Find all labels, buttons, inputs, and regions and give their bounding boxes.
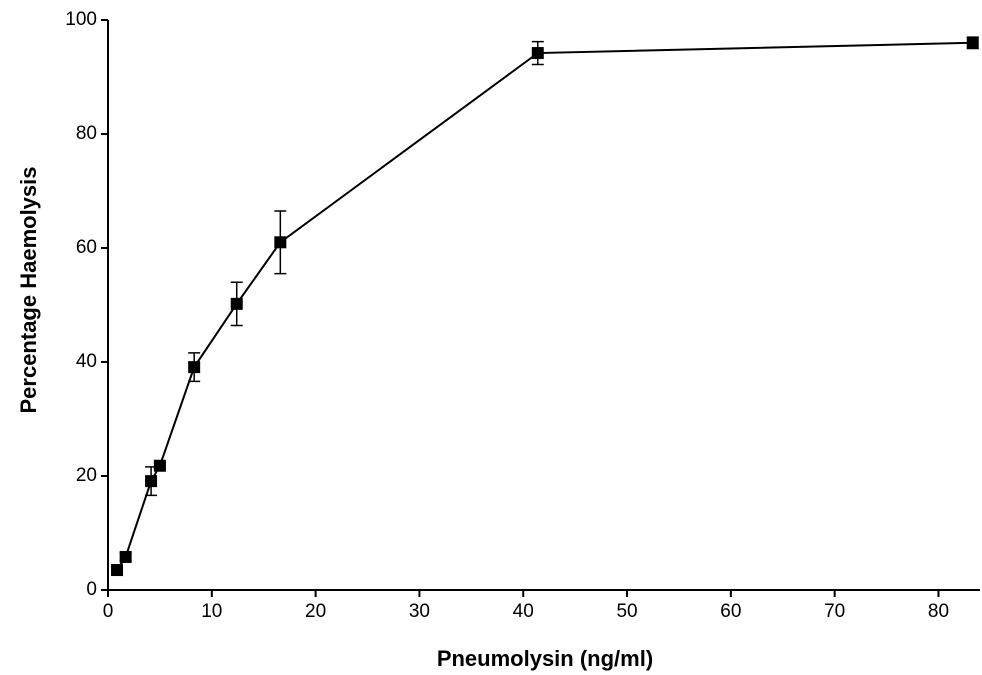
data-point: [145, 475, 158, 488]
x-tick-label: 80: [928, 601, 949, 622]
data-point: [111, 564, 124, 577]
x-tick-label: 40: [513, 601, 534, 622]
y-tick-label: 0: [86, 579, 97, 600]
y-axis-title: Percentage Haemolysis: [16, 166, 41, 413]
data-point: [153, 459, 166, 472]
data-point: [966, 36, 979, 49]
x-tick-label: 50: [616, 601, 637, 622]
y-tick-label: 40: [76, 351, 97, 372]
x-tick-label: 70: [824, 601, 845, 622]
y-tick-label: 60: [76, 237, 97, 258]
x-tick-label: 10: [201, 601, 222, 622]
x-axis-title: Pneumolysin (ng/ml): [437, 646, 653, 671]
y-tick-label: 80: [76, 123, 97, 144]
x-tick-label: 30: [409, 601, 430, 622]
y-tick-label: 100: [65, 9, 97, 30]
x-tick-label: 0: [103, 601, 114, 622]
data-point: [188, 361, 201, 374]
data-point: [274, 236, 287, 249]
y-tick-label: 20: [76, 465, 97, 486]
data-line: [116, 41, 973, 571]
x-tick-label: 60: [720, 601, 741, 622]
data-point: [119, 550, 132, 563]
data-point: [230, 297, 243, 310]
data-point: [531, 47, 544, 60]
x-tick-label: 20: [305, 601, 326, 622]
